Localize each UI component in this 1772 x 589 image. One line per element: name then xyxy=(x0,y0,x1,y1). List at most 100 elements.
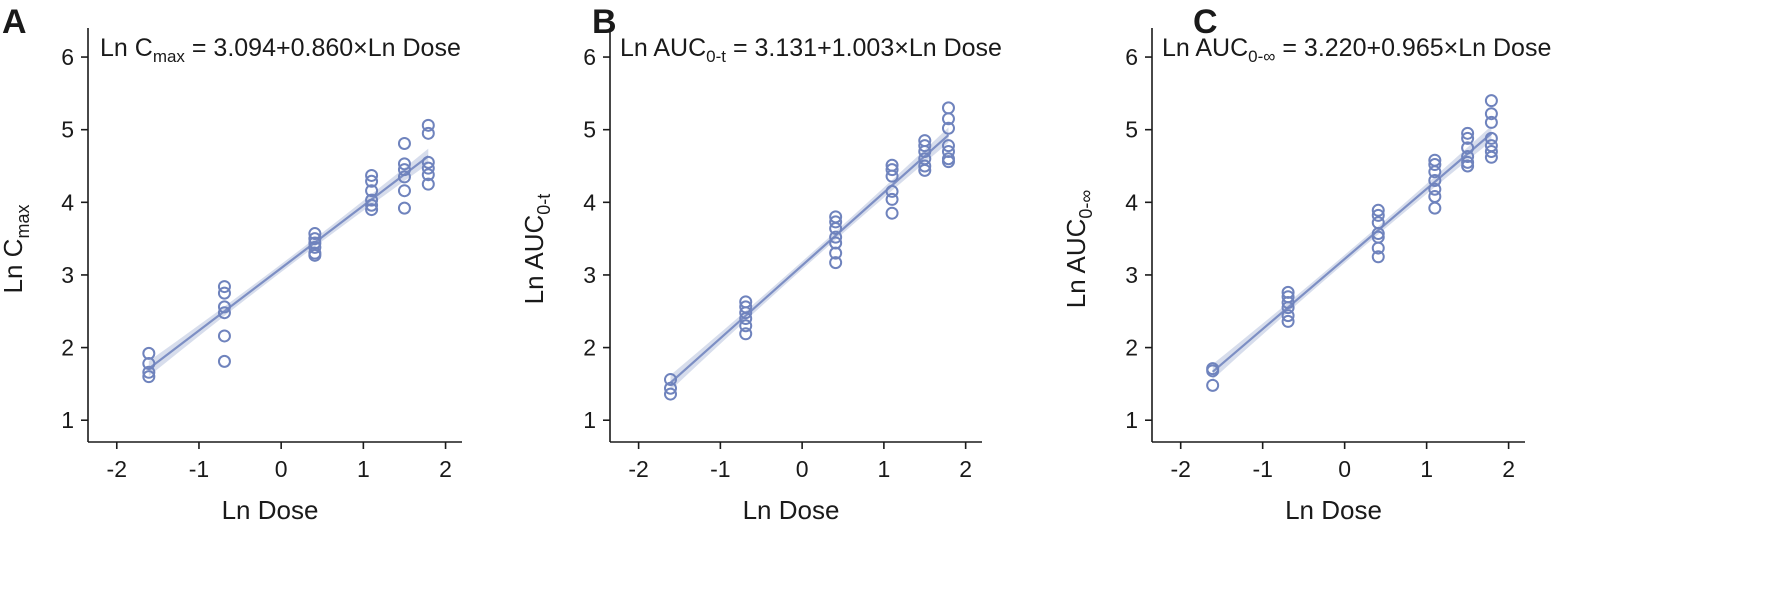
data-point xyxy=(421,177,435,191)
y-tick-label: 5 xyxy=(61,117,74,143)
regression-equation: Ln AUC0-∞ = 3.220+0.965×Ln Dose xyxy=(1162,34,1551,66)
data-point xyxy=(941,112,955,126)
y-tick-label: 1 xyxy=(61,407,74,433)
data-point xyxy=(941,121,955,135)
data-point xyxy=(885,206,899,220)
data-point xyxy=(918,144,932,158)
x-tick-label: -2 xyxy=(107,456,127,482)
data-point xyxy=(397,163,411,177)
y-tick-label: 5 xyxy=(583,117,596,143)
data-point xyxy=(739,312,753,326)
data-point xyxy=(1484,107,1498,121)
data-point xyxy=(1484,150,1498,164)
data-point xyxy=(421,155,435,169)
data-point xyxy=(1484,94,1498,108)
panel-a: A 1 2 3 4 5 6 -2 -1 0 1 2 Ln Dose Ln Cmax Ln Cmax = 3… xyxy=(0,3,462,525)
x-axis-title: Ln Dose xyxy=(743,495,840,525)
data-point xyxy=(885,192,899,206)
data-point xyxy=(941,101,955,115)
data-point xyxy=(885,184,899,198)
y-tick-label: 3 xyxy=(61,262,74,288)
data-point xyxy=(142,365,156,379)
data-point xyxy=(1461,159,1475,173)
data-point xyxy=(217,329,231,343)
data-point xyxy=(308,248,322,262)
y-tick-label: 2 xyxy=(583,335,596,361)
x-tick-label: 1 xyxy=(1420,456,1433,482)
data-point xyxy=(941,155,955,169)
x-tick-label: 1 xyxy=(877,456,890,482)
x-axis-title: Ln Dose xyxy=(1285,495,1382,525)
panel-letter: B xyxy=(592,3,617,41)
data-point xyxy=(1428,174,1442,188)
x-tick-label: -2 xyxy=(628,456,648,482)
y-tick-label: 3 xyxy=(1125,262,1138,288)
regression-equation: Ln AUC0-t = 3.131+1.003×Ln Dose xyxy=(620,34,1002,66)
regression-line xyxy=(1211,132,1493,373)
x-tick-label: 2 xyxy=(1502,456,1515,482)
data-point xyxy=(1461,150,1475,164)
data-point xyxy=(829,230,843,244)
data-point xyxy=(397,170,411,184)
x-tick-label: 0 xyxy=(1338,456,1351,482)
data-point xyxy=(397,136,411,150)
y-tick-label: 3 xyxy=(583,262,596,288)
data-point xyxy=(829,256,843,270)
data-point xyxy=(308,227,322,241)
data-point xyxy=(1428,182,1442,196)
data-point xyxy=(1461,155,1475,169)
x-tick-label: -1 xyxy=(189,456,209,482)
data-point xyxy=(885,163,899,177)
data-point xyxy=(365,168,379,182)
x-tick-label: 2 xyxy=(959,456,972,482)
data-point xyxy=(918,159,932,173)
regression-line xyxy=(148,155,429,370)
data-point xyxy=(217,280,231,294)
y-tick-label: 4 xyxy=(583,189,596,215)
y-tick-label: 6 xyxy=(61,44,74,70)
data-point xyxy=(829,246,843,260)
panel-letter: C xyxy=(1193,3,1218,41)
data-point xyxy=(829,215,843,229)
data-point xyxy=(421,126,435,140)
data-point xyxy=(739,306,753,320)
data-point xyxy=(1371,203,1385,217)
data-point xyxy=(217,354,231,368)
regression-equation: Ln Cmax = 3.094+0.860×Ln Dose xyxy=(100,34,461,66)
data-point xyxy=(421,118,435,132)
data-point xyxy=(397,157,411,171)
data-point xyxy=(142,370,156,384)
data-point xyxy=(1371,250,1385,264)
data-point xyxy=(1281,309,1295,323)
data-point xyxy=(365,184,379,198)
panel-b: B 1 2 3 4 5 6 -2 -1 0 1 2 Ln Dose Ln AUC0-t Ln AUC0-t… xyxy=(519,3,1002,525)
x-tick-label: -2 xyxy=(1170,456,1190,482)
data-point xyxy=(739,327,753,341)
regression-line xyxy=(669,134,950,384)
data-point xyxy=(365,198,379,212)
y-axis-title: Ln AUC0-t xyxy=(519,194,554,305)
data-point xyxy=(941,139,955,153)
data-point xyxy=(664,373,678,387)
data-point xyxy=(829,221,843,235)
data-point xyxy=(365,203,379,217)
data-point xyxy=(308,240,322,254)
data-point xyxy=(1428,190,1442,204)
y-axis-title: Ln AUC0-∞ xyxy=(1061,190,1096,309)
data-point xyxy=(142,357,156,371)
x-axis-title: Ln Dose xyxy=(222,495,319,525)
data-point xyxy=(739,319,753,333)
y-tick-label: 4 xyxy=(61,189,74,215)
data-point xyxy=(1461,126,1475,140)
panel-letter: A xyxy=(2,3,27,41)
y-tick-label: 2 xyxy=(1125,335,1138,361)
data-point xyxy=(365,174,379,188)
data-point xyxy=(1484,144,1498,158)
data-point xyxy=(1281,314,1295,328)
data-point xyxy=(1371,208,1385,222)
data-point xyxy=(1484,115,1498,129)
data-point xyxy=(217,306,231,320)
data-point xyxy=(217,300,231,314)
data-point xyxy=(1206,364,1220,378)
